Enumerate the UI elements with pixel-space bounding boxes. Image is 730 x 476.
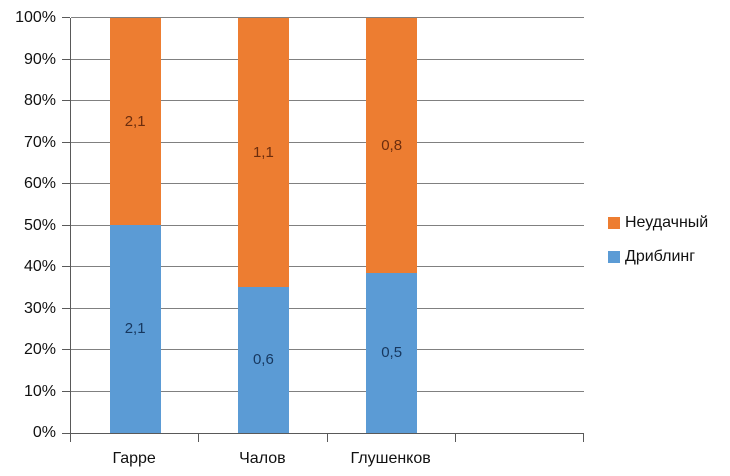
y-tick-label: 100%: [15, 9, 56, 26]
gridline-60%: [71, 183, 584, 184]
data-label: 0,6: [252, 351, 274, 368]
legend-label: Неудачный: [625, 213, 709, 231]
y-tick-label: 30%: [23, 299, 56, 317]
y-axis-tick: [62, 183, 70, 184]
y-tick-label: 10%: [23, 382, 56, 400]
legend-swatch-icon: [608, 250, 620, 263]
segment-Дриблинг: [366, 273, 418, 433]
legend-swatch-icon: [608, 216, 620, 229]
legend-label: Дриблинг: [625, 247, 696, 265]
y-axis-tick: [62, 266, 70, 267]
y-axis-tick: [62, 17, 70, 18]
data-label: 0,8: [381, 136, 403, 154]
y-axis-tick: [62, 141, 70, 143]
y-tick-label: 20%: [23, 341, 56, 358]
gridline-80%: [71, 100, 584, 101]
y-axis-tick: [62, 433, 70, 434]
x-axis-tick: [327, 434, 328, 442]
y-tick-label: 40%: [23, 258, 56, 275]
data-label: 0,5: [381, 344, 403, 361]
y-axis-tick: [62, 349, 70, 350]
x-axis-tick: [455, 434, 456, 442]
y-axis-tick: [62, 100, 70, 101]
y-tick-label: 0%: [32, 424, 56, 441]
gridline-10%: [71, 390, 584, 392]
segment-Неудачный: [237, 18, 289, 287]
x-axis-tick: [583, 434, 584, 442]
data-label: 2,1: [124, 320, 146, 337]
x-axis-tick: [198, 434, 199, 442]
category-label: Глушенков: [350, 450, 431, 467]
y-tick-label: 90%: [23, 50, 56, 68]
segment-Неудачный: [109, 18, 161, 225]
y-axis-tick: [62, 307, 70, 309]
y-axis-tick: [62, 224, 70, 226]
legend-entry-2: Дриблинг: [608, 246, 708, 267]
bar-2: 0,6 1,1: [237, 18, 289, 433]
data-label: 1,1: [252, 143, 274, 161]
bar-1: 2,1 2,1: [109, 18, 161, 433]
segment-Дриблинг: [237, 287, 289, 433]
category-label: Гарре: [112, 450, 156, 467]
legend: Неудачный Дриблинг: [608, 212, 708, 280]
legend-entry-1: Неудачный: [608, 212, 708, 233]
y-tick-label: 50%: [23, 216, 56, 234]
gridline-100%: [71, 17, 584, 18]
y-axis-tick: [62, 390, 70, 392]
segment-Дриблинг: [109, 225, 161, 433]
gridline-90%: [71, 58, 584, 60]
bar-3: 0,5 0,8: [366, 18, 418, 433]
y-tick-label: 60%: [23, 175, 56, 192]
gridline-50%: [71, 224, 584, 226]
x-axis-tick: [70, 434, 71, 442]
data-label: 2,1: [124, 112, 146, 130]
gridline-20%: [71, 349, 584, 350]
y-tick-label: 80%: [23, 92, 56, 109]
plot-area: 2,1 2,1 0,6 1,1 0,5 0,8: [70, 17, 584, 434]
y-axis-tick: [62, 58, 70, 60]
gridline-40%: [71, 266, 584, 267]
gridline-70%: [71, 141, 584, 143]
category-label: Чалов: [239, 450, 286, 467]
segment-Неудачный: [366, 18, 418, 273]
y-tick-label: 70%: [23, 133, 56, 151]
gridline-30%: [71, 307, 584, 309]
